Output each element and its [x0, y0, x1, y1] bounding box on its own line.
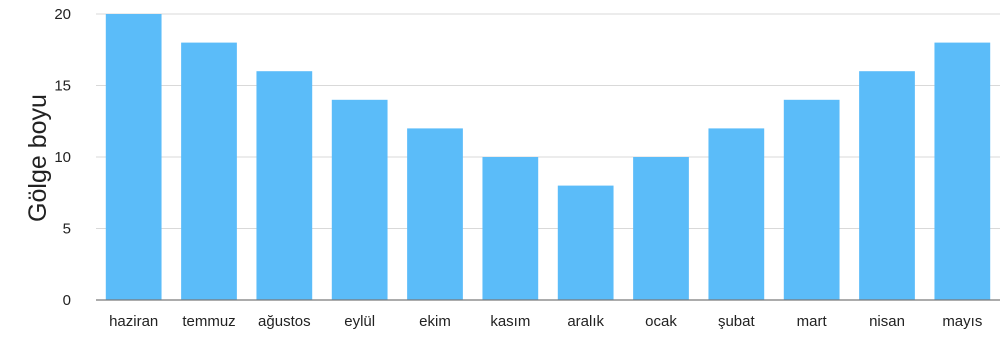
bar: [256, 71, 313, 300]
bar: [557, 185, 614, 300]
bar: [105, 14, 162, 300]
y-tick-label: 0: [63, 292, 71, 309]
gridlines: [96, 13, 1000, 229]
x-tick-label: ocak: [645, 313, 677, 330]
bar: [633, 157, 689, 300]
y-tick-label: 5: [63, 221, 71, 238]
y-tick-label: 20: [54, 6, 71, 23]
x-tick-label: mayıs: [942, 313, 982, 330]
bar: [934, 42, 991, 300]
bar: [708, 128, 765, 300]
bar: [859, 71, 915, 300]
y-tick-labels: 0 5 10 15 20: [54, 6, 71, 309]
bars: [105, 14, 991, 300]
x-tick-label: şubat: [718, 313, 756, 330]
y-axis-label: Gölge boyu: [24, 94, 52, 222]
x-tick-label: ekim: [419, 313, 451, 330]
x-tick-label: aralık: [567, 313, 604, 330]
x-tick-label: kasım: [490, 313, 530, 330]
x-tick-label: eylül: [344, 313, 375, 330]
bar: [407, 128, 463, 300]
bar: [181, 42, 237, 300]
bar: [783, 99, 840, 300]
x-tick-label: mart: [797, 313, 828, 330]
x-tick-label: temmuz: [182, 313, 235, 330]
x-tick-label: ağustos: [258, 313, 311, 330]
x-tick-labels: haziran temmuz ağustos eylül ekim kasım aralık…: [109, 313, 982, 330]
x-tick-label: nisan: [869, 313, 905, 330]
y-tick-label: 10: [54, 149, 71, 166]
x-tick-label: haziran: [109, 313, 158, 330]
bar: [331, 99, 388, 300]
bar: [482, 157, 539, 300]
y-tick-label: 15: [54, 78, 71, 95]
